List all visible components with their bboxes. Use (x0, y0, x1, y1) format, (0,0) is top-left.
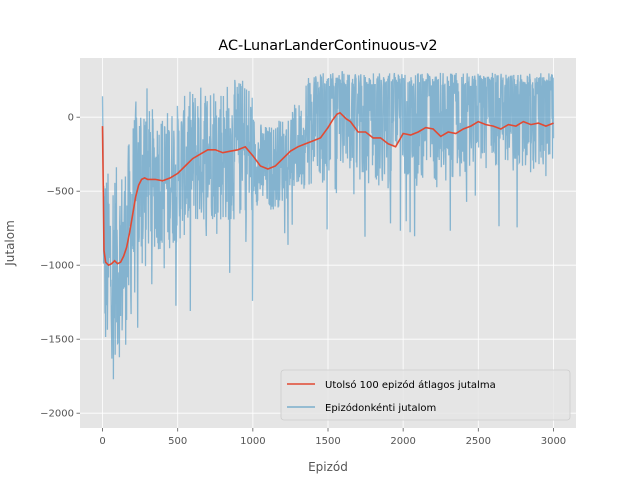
x-tick-label: 1000 (240, 436, 265, 447)
y-tick-label: −500 (47, 187, 74, 198)
x-tick-label: 2000 (390, 436, 415, 447)
x-axis-label: Epizód (308, 460, 348, 474)
y-tick-label: −1000 (40, 261, 74, 272)
y-axis-label: Jutalom (3, 220, 17, 267)
legend-label-average: Utolsó 100 epizód átlagos jutalma (325, 379, 496, 391)
y-tick-label: −2000 (40, 409, 74, 420)
series-average-reward (101, 111, 554, 267)
y-tick-label: −1500 (40, 335, 74, 346)
x-tick-label: 0 (99, 436, 105, 447)
series-episode-reward (101, 71, 555, 380)
legend-label-episode: Epizódonkénti jutalom (325, 402, 436, 414)
x-tick-label: 1500 (315, 436, 340, 447)
x-tick-label: 500 (168, 436, 187, 447)
axis-ticks: 0 500 1000 1500 2000 2500 3000 −2000 −1500 −1000 −… (40, 113, 566, 447)
x-tick-label: 3000 (541, 436, 566, 447)
chart-title: AC-LunarLanderContinuous-v2 (218, 38, 437, 54)
x-tick-label: 2500 (466, 436, 491, 447)
legend-box (280, 369, 571, 421)
legend: Utolsó 100 epizód átlagos jutalma Epizód… (280, 369, 571, 421)
y-tick-label: 0 (68, 113, 74, 124)
